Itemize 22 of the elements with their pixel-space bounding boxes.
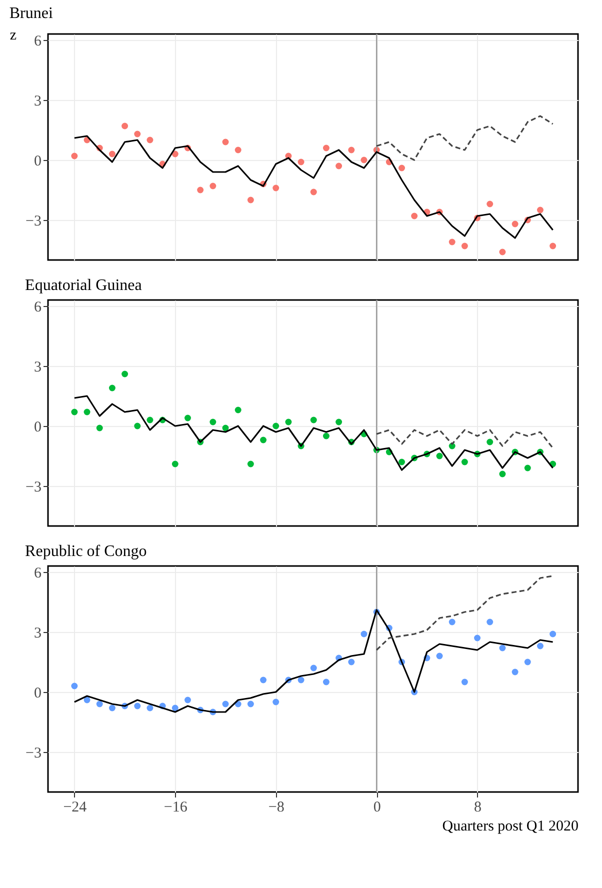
y-tick-label: 0 [34, 154, 42, 170]
y-tick-label: −3 [26, 214, 42, 230]
x-tick-label: −24 [63, 800, 88, 816]
y-tick-label: 6 [34, 300, 42, 316]
y-tick-label: 0 [34, 420, 42, 436]
x-tick-label: 8 [474, 800, 482, 816]
y-tick-label: 3 [34, 94, 42, 110]
x-tick-label: −8 [268, 800, 284, 816]
y-tick-label: −3 [26, 746, 42, 762]
y-tick-label: 0 [34, 686, 42, 702]
chart-title: Equatorial Guinea [25, 277, 142, 294]
x-tick-label: 0 [373, 800, 381, 816]
chart-title: Brunei [9, 5, 54, 22]
y-tick-label: −3 [26, 480, 42, 496]
chart-title: Republic of Congo [25, 543, 147, 560]
y-axis-title: z [10, 28, 17, 44]
y-tick-label: 3 [34, 360, 42, 376]
x-axis-title: Quarters post Q1 2020 [442, 818, 578, 834]
y-tick-label: 6 [34, 566, 42, 582]
x-tick-label: −16 [164, 800, 188, 816]
y-tick-label: 6 [34, 34, 42, 50]
y-tick-label: 3 [34, 626, 42, 642]
